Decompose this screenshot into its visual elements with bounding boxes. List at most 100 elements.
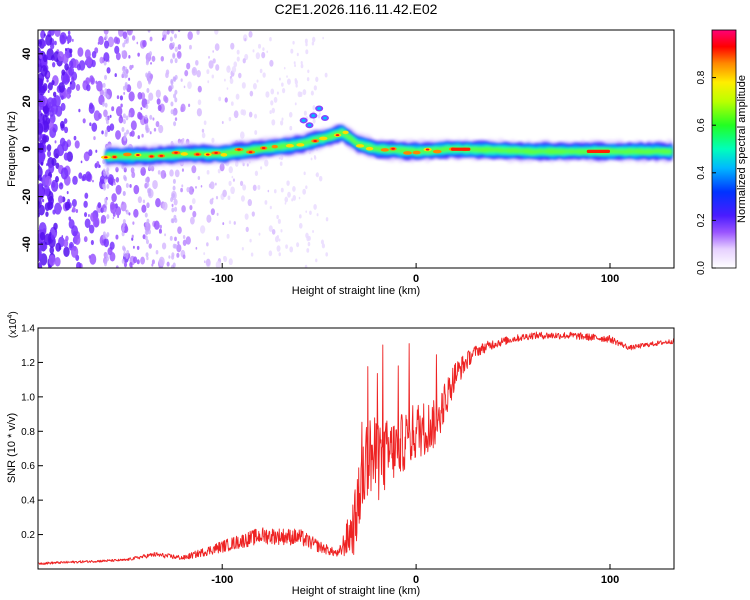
noise-speck — [261, 51, 266, 59]
noise-speck — [157, 170, 161, 175]
noise-speck — [169, 169, 174, 177]
noise-speck — [279, 77, 281, 81]
ridge-peak — [174, 151, 178, 154]
spectrogram-y-tick-label: -20 — [21, 189, 33, 205]
noise-speck — [54, 140, 57, 144]
noise-speck — [181, 205, 186, 213]
noise-speck — [75, 84, 81, 92]
noise-speck — [296, 52, 299, 57]
ridge-peak — [355, 144, 365, 148]
noise-speck — [80, 160, 83, 164]
noise-speck — [44, 244, 48, 250]
noise-speck — [104, 131, 108, 137]
noise-speck — [310, 157, 313, 161]
noise-speck — [145, 221, 149, 227]
noise-speck — [229, 78, 234, 85]
noise-speck — [63, 246, 70, 258]
noise-speck — [124, 66, 128, 72]
noise-speck — [215, 260, 221, 268]
ridge-peak — [237, 148, 241, 151]
noise-speck — [315, 76, 319, 82]
noise-speck — [145, 104, 149, 110]
noise-speck — [183, 85, 186, 89]
colorbar-tick-label: 0.8 — [696, 70, 707, 84]
spectrogram-y-tick-label: 20 — [21, 95, 33, 107]
noise-speck — [141, 204, 147, 213]
noise-speck — [54, 256, 61, 267]
noise-speck — [51, 234, 55, 240]
chart-title: C2E1.2026.116.11.42.E02 — [275, 1, 438, 17]
noise-speck — [214, 43, 220, 51]
snr-frame — [37, 327, 675, 570]
noise-speck — [123, 132, 127, 138]
noise-speck — [228, 180, 232, 186]
noise-speck — [212, 50, 214, 53]
noise-speck — [187, 81, 192, 90]
snr-y-tick-label: 1.4 — [21, 324, 35, 335]
noise-speck — [43, 33, 46, 37]
noise-speck — [38, 261, 42, 267]
noise-speck — [182, 239, 187, 246]
noise-speck — [211, 197, 214, 201]
noise-speck — [191, 66, 198, 76]
noise-speck — [300, 63, 304, 69]
noise-speck — [208, 183, 212, 188]
noise-speck — [72, 175, 78, 185]
noise-speck — [286, 78, 291, 85]
noise-speck — [305, 210, 308, 213]
noise-speck — [234, 161, 239, 167]
noise-speck — [155, 89, 161, 98]
snr-panel: -100 0 100 0.2 0.4 0.6 0.8 1.0 1.2 1.4 Height of… — [6, 311, 675, 597]
noise-speck — [141, 133, 144, 138]
noise-speck — [150, 62, 152, 65]
noise-speck — [161, 242, 167, 250]
noise-speck — [195, 59, 199, 66]
noise-speck — [171, 252, 175, 258]
noise-speck — [269, 205, 272, 210]
noise-speck — [177, 241, 180, 245]
noise-speck — [109, 123, 115, 131]
noise-speck — [280, 120, 284, 126]
noise-speck — [122, 191, 126, 197]
noise-speck — [78, 172, 83, 179]
noise-speck — [145, 229, 149, 235]
noise-speck — [254, 170, 259, 177]
noise-speck — [267, 189, 270, 193]
noise-speck — [155, 249, 159, 255]
noise-speck — [38, 43, 41, 47]
noise-speck — [254, 130, 258, 135]
noise-speck — [123, 167, 127, 173]
colorbar-tick-label: 0.0 — [696, 261, 707, 275]
noise-speck — [166, 30, 170, 35]
noise-speck — [240, 131, 245, 139]
noise-speck — [277, 218, 281, 224]
noise-speck — [172, 262, 176, 268]
noise-speck — [122, 119, 126, 125]
noise-speck — [104, 102, 108, 108]
noise-speck — [115, 166, 119, 173]
noise-speck — [226, 87, 229, 91]
noise-speck — [174, 58, 178, 64]
noise-speck — [293, 61, 296, 65]
noise-speck — [85, 56, 93, 67]
noise-speck — [169, 235, 173, 241]
noise-speck — [115, 234, 119, 240]
noise-speck — [244, 53, 249, 61]
noise-speck — [59, 206, 63, 211]
noise-speck — [292, 40, 295, 45]
noise-speck — [226, 233, 230, 239]
noise-speck — [231, 175, 234, 179]
noise-speck — [203, 120, 207, 125]
noise-speck — [249, 90, 254, 97]
noise-speck — [216, 212, 219, 216]
noise-speck — [307, 69, 310, 74]
ridge-peak — [271, 144, 278, 149]
noise-speck — [207, 80, 210, 84]
noise-speck — [160, 55, 164, 62]
noise-speck — [170, 30, 174, 34]
noise-speck — [195, 185, 197, 189]
noise-speck — [247, 199, 252, 207]
noise-speck — [71, 225, 79, 237]
noise-speck — [292, 195, 297, 201]
ridge-peak — [136, 153, 140, 156]
